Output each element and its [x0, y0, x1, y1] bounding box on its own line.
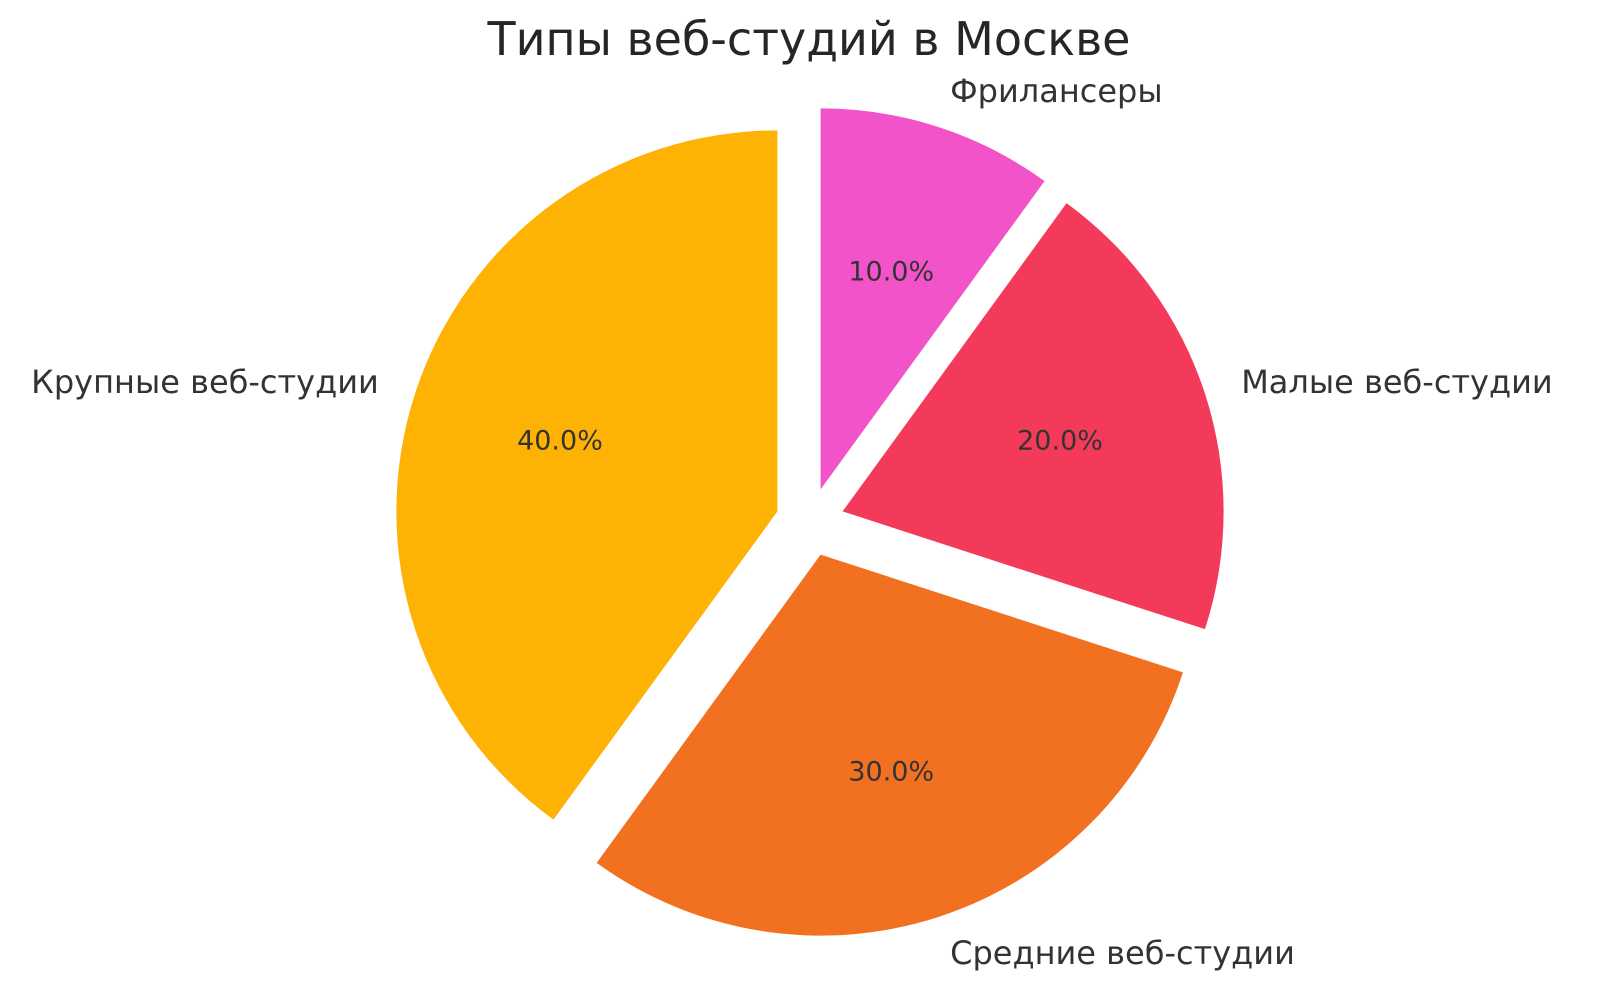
pie-slice-freelancers	[820, 108, 1045, 490]
pie-slice-small-web-studios	[842, 203, 1224, 630]
pie-slice-medium-web-studios	[596, 554, 1183, 936]
pie-slices	[396, 108, 1224, 936]
slice-label-0: Фрилансеры	[950, 72, 1163, 110]
pct-label-3: 40.0%	[517, 425, 603, 456]
pie-slice-large-web-studios	[396, 130, 778, 820]
pct-label-2: 30.0%	[848, 757, 934, 788]
slice-label-1: Малые веб-студии	[1241, 363, 1553, 401]
category-labels: Фрилансеры Малые веб-студии Средние веб-ст…	[31, 72, 1553, 972]
slice-label-2: Средние веб-студии	[950, 934, 1295, 972]
pct-label-1: 20.0%	[1017, 425, 1103, 456]
chart-title: Типы веб-студий в Москве	[487, 12, 1131, 66]
slice-label-3: Крупные веб-студии	[31, 363, 379, 401]
percentage-labels: 10.0% 20.0% 30.0% 40.0%	[517, 256, 1103, 787]
pct-label-0: 10.0%	[848, 256, 934, 287]
